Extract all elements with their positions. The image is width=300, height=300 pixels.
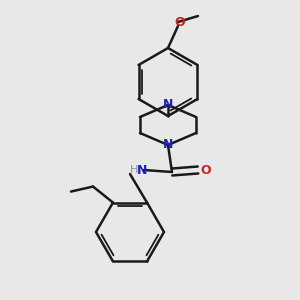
Text: N: N	[163, 98, 173, 112]
Text: O: O	[201, 164, 211, 176]
Text: N: N	[137, 164, 147, 176]
Text: H: H	[130, 165, 138, 175]
Text: N: N	[163, 139, 173, 152]
Text: O: O	[175, 16, 185, 28]
